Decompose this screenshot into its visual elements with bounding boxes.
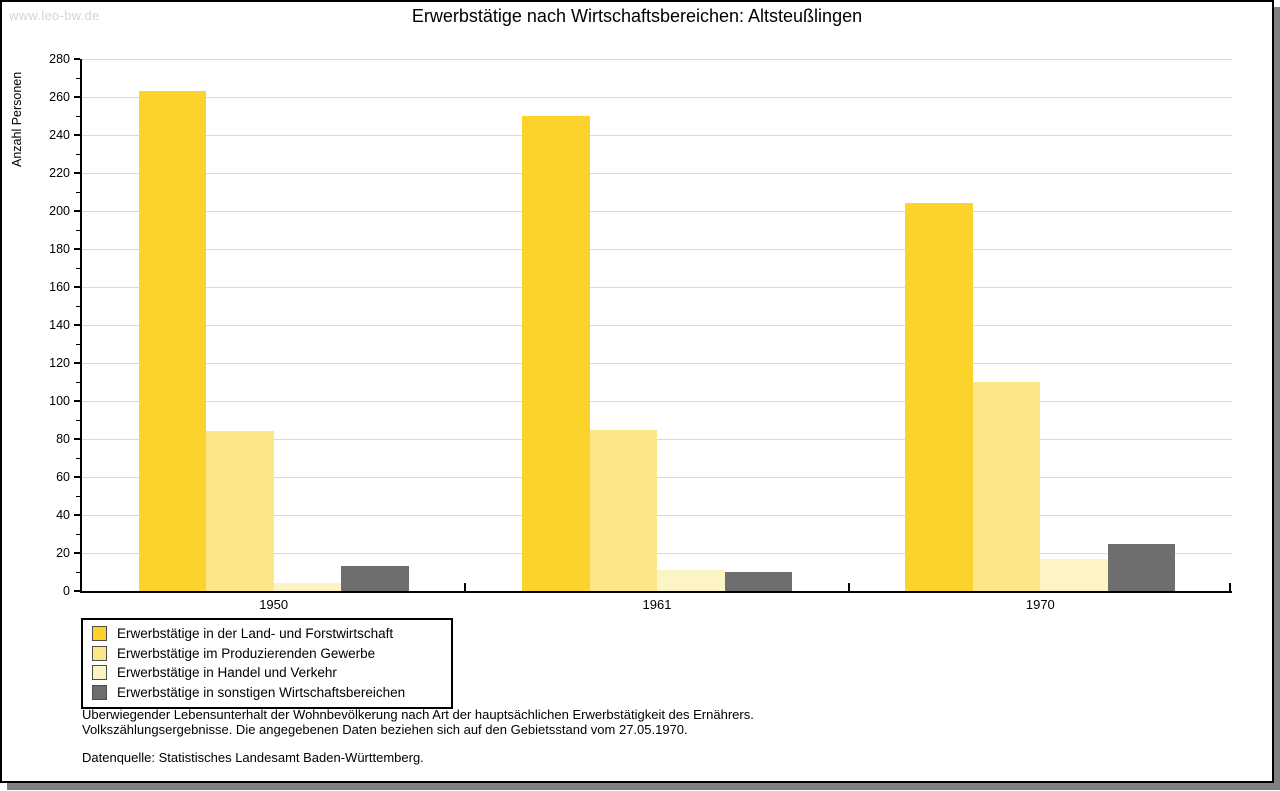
bar bbox=[1107, 543, 1176, 591]
legend-label: Erwerbstätige in Handel und Verkehr bbox=[117, 665, 337, 681]
y-tick-label: 120 bbox=[49, 356, 70, 370]
legend-item: Erwerbstätige in sonstigen Wirtschaftsbe… bbox=[92, 683, 443, 703]
gridline bbox=[82, 476, 1232, 478]
bar bbox=[522, 116, 590, 591]
y-axis-tick bbox=[74, 210, 80, 212]
y-axis-minor-tick bbox=[76, 571, 80, 573]
bar bbox=[657, 570, 725, 591]
y-axis-tick bbox=[74, 248, 80, 250]
y-tick-label: 20 bbox=[56, 546, 70, 560]
bar bbox=[589, 429, 657, 591]
y-axis-minor-tick bbox=[76, 77, 80, 79]
y-axis-tick bbox=[74, 400, 80, 402]
bar bbox=[724, 572, 792, 591]
gridline bbox=[82, 438, 1232, 440]
footnote-line-2: Volkszählungsergebnisse. Die angegebenen… bbox=[82, 721, 688, 737]
y-axis-minor-tick bbox=[76, 153, 80, 155]
gridline bbox=[82, 134, 1232, 136]
y-axis-tick bbox=[74, 438, 80, 440]
bar bbox=[972, 382, 1041, 591]
footnote: Überwiegender Lebensunterhalt der Wohnbe… bbox=[82, 707, 754, 737]
legend-item: Erwerbstätige in Handel und Verkehr bbox=[92, 663, 443, 683]
bar bbox=[273, 583, 342, 591]
bar bbox=[138, 91, 207, 591]
x-axis-tick bbox=[1229, 583, 1231, 591]
y-axis-minor-tick bbox=[76, 115, 80, 117]
y-axis-tick bbox=[74, 134, 80, 136]
y-axis-minor-tick bbox=[76, 267, 80, 269]
bar bbox=[1040, 558, 1108, 591]
y-tick-label: 220 bbox=[49, 166, 70, 180]
gridline bbox=[82, 172, 1232, 174]
bar bbox=[341, 566, 409, 591]
legend-swatch bbox=[92, 684, 107, 700]
y-tick-label: 140 bbox=[49, 318, 70, 332]
y-tick-label: 180 bbox=[49, 242, 70, 256]
x-axis-tick bbox=[847, 583, 850, 591]
y-tick-label: 100 bbox=[49, 394, 70, 408]
y-axis-title: Anzahl Personen bbox=[10, 71, 24, 167]
bar bbox=[905, 203, 973, 591]
gridline bbox=[82, 248, 1232, 250]
chart-title: Erwerbstätige nach Wirtschaftsbereichen:… bbox=[411, 6, 863, 26]
y-tick-label: 40 bbox=[56, 508, 70, 522]
y-axis-minor-tick bbox=[76, 343, 80, 345]
y-axis-minor-tick bbox=[76, 457, 80, 459]
gridline bbox=[82, 400, 1232, 402]
x-tick-label: 1961 bbox=[642, 597, 672, 612]
y-axis-tick bbox=[74, 324, 80, 326]
bar bbox=[206, 431, 274, 591]
y-tick-label: 160 bbox=[49, 280, 70, 294]
y-axis-minor-tick bbox=[76, 419, 80, 421]
y-tick-label: 60 bbox=[56, 470, 70, 484]
legend-swatch bbox=[92, 626, 107, 642]
plot-area: 0 20 40 60 80 100 120 140 160 180 200 220 240 260 280 1… bbox=[49, 52, 1232, 612]
y-tick-label: 260 bbox=[49, 90, 70, 104]
legend-item: Erwerbstätige im Produzierenden Gewerbe bbox=[92, 644, 443, 664]
y-axis-tick bbox=[74, 590, 80, 592]
y-tick-label: 80 bbox=[56, 432, 70, 446]
x-axis-tick bbox=[464, 583, 467, 591]
gridline bbox=[82, 324, 1232, 326]
data-source-note: Datenquelle: Statistisches Landesamt Bad… bbox=[82, 750, 424, 765]
y-axis-tick bbox=[74, 552, 80, 554]
legend-label: Erwerbstätige im Produzierenden Gewerbe bbox=[117, 645, 376, 661]
y-axis-tick bbox=[74, 476, 80, 478]
y-tick-label: 0 bbox=[63, 584, 70, 598]
y-axis-tick bbox=[74, 96, 80, 98]
y-axis-minor-tick bbox=[76, 191, 80, 193]
gridline bbox=[82, 286, 1232, 288]
y-axis-minor-tick bbox=[76, 495, 80, 497]
gridline bbox=[82, 514, 1232, 516]
legend-swatch bbox=[92, 665, 107, 681]
y-axis-minor-tick bbox=[76, 533, 80, 535]
gridline bbox=[82, 552, 1232, 554]
legend-item: Erwerbstätige in der Land- und Forstwirt… bbox=[92, 624, 443, 644]
gridline bbox=[82, 362, 1232, 364]
y-axis-minor-tick bbox=[76, 381, 80, 383]
legend: Erwerbstätige in der Land- und Forstwirt… bbox=[81, 618, 453, 709]
y-axis-tick bbox=[74, 514, 80, 516]
y-axis-tick bbox=[74, 286, 80, 288]
legend-label: Erwerbstätige in der Land- und Forstwirt… bbox=[117, 626, 394, 642]
watermark-text: www.leo-bw.de bbox=[9, 8, 100, 23]
y-tick-label: 200 bbox=[49, 204, 70, 218]
y-tick-label: 240 bbox=[49, 128, 70, 142]
gridline bbox=[82, 96, 1232, 98]
legend-label: Erwerbstätige in sonstigen Wirtschaftsbe… bbox=[117, 684, 406, 700]
y-tick-label: 280 bbox=[49, 52, 70, 66]
gridline bbox=[82, 210, 1232, 212]
x-tick-label: 1970 bbox=[1025, 597, 1055, 612]
y-axis-tick bbox=[74, 58, 80, 60]
y-axis-minor-tick bbox=[76, 229, 80, 231]
y-axis-tick bbox=[74, 172, 80, 174]
footnote-line-1: Überwiegender Lebensunterhalt der Wohnbe… bbox=[82, 707, 754, 722]
y-axis-minor-tick bbox=[76, 305, 80, 307]
y-axis-tick bbox=[74, 362, 80, 364]
gridline bbox=[82, 58, 1232, 60]
legend-swatch bbox=[92, 645, 107, 661]
x-tick-label: 1950 bbox=[259, 597, 289, 612]
